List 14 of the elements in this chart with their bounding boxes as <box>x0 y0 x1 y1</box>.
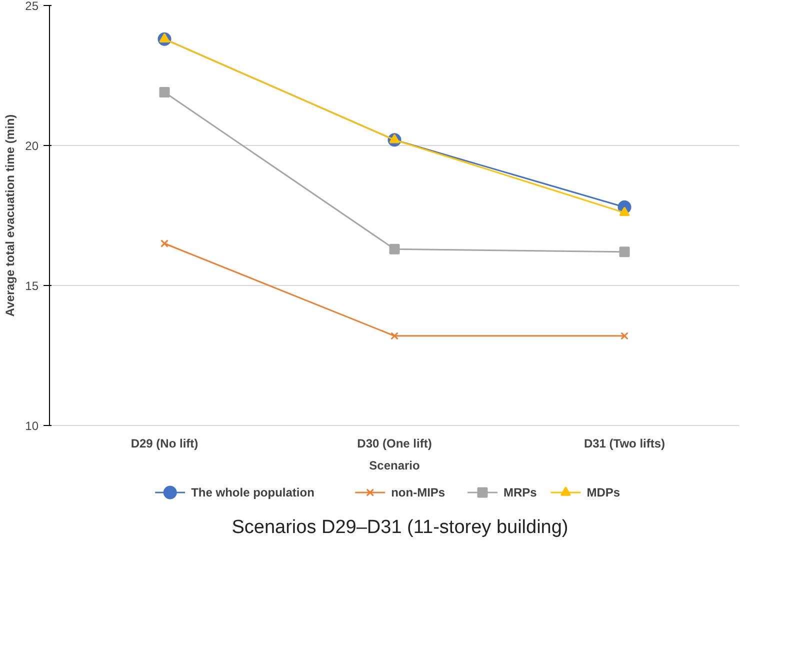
legend-label: MRPs <box>504 486 538 500</box>
legend-label: MDPs <box>586 486 620 500</box>
x-tick-label: D31 (Two lifts) <box>584 436 666 450</box>
y-tick-label: 15 <box>25 279 39 293</box>
x-tick-label: D29 (No lift) <box>130 436 198 450</box>
text: Scenarios D29–D31 (11-storey building) <box>232 516 568 540</box>
y-tick-label: 20 <box>25 139 39 153</box>
y-tick-label: 10 <box>25 419 39 433</box>
y-axis-title: Average total evacuation time (min) <box>3 114 18 317</box>
legend-label: non-MIPs <box>391 486 446 500</box>
x-tick-label: D30 (One lift) <box>357 436 432 450</box>
legend-label: The whole population <box>191 486 314 500</box>
x-axis-title: Scenario <box>369 458 420 472</box>
y-tick-label: 25 <box>25 0 39 13</box>
